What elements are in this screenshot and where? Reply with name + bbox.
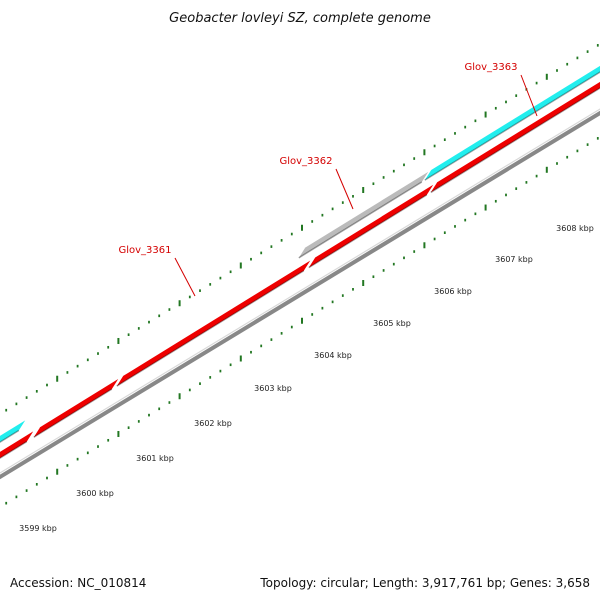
gene-block-red-2-shade	[33, 388, 113, 438]
kbp-label: 3607 kbp	[495, 255, 533, 264]
kbp-label: 3604 kbp	[314, 351, 352, 360]
kbp-label: 3603 kbp	[254, 384, 292, 393]
backbone-line	[0, 110, 600, 480]
gene-block-red-1	[0, 431, 34, 459]
gene-labels: Glov_3361 Glov_3362 Glov_3363	[118, 62, 517, 256]
gene-block-red-3	[116, 260, 311, 387]
leader-line	[174, 257, 196, 297]
gene-label-leaders	[174, 74, 538, 297]
kbp-label: 3601 kbp	[136, 454, 174, 463]
kbp-label: 3602 kbp	[194, 419, 232, 428]
map-title: Geobacter lovleyi SZ, complete genome	[169, 11, 431, 26]
gene-block-grey-1-shade	[298, 181, 423, 259]
gene-block-cyan-1-shade	[0, 429, 20, 443]
leader-line	[335, 168, 354, 210]
kbp-label: 3608 kbp	[556, 224, 594, 233]
gene-block-cyan-2-shade	[424, 71, 600, 181]
gene-block-red-5-shade	[430, 87, 600, 194]
gene-block-red-1-shade	[0, 440, 28, 459]
genome-summary-text: Topology: circular; Length: 3,917,761 bp…	[260, 576, 590, 590]
gene-block-red-3-shade	[116, 270, 305, 387]
kbp-label: 3605 kbp	[373, 319, 411, 328]
gene-label: Glov_3362	[279, 156, 332, 167]
gene-block-cyan-2	[424, 65, 600, 181]
backbone-track	[0, 108, 600, 480]
kbp-label: 3599 kbp	[19, 524, 57, 533]
gene-block-red-2	[33, 379, 119, 438]
outer-tick-ring	[5, 44, 599, 412]
gene-block-red-5	[430, 81, 600, 193]
gene-label: Glov_3363	[464, 62, 517, 73]
gene-block-cyan-1	[0, 420, 26, 443]
backbone-highlight	[0, 108, 600, 474]
gene-block-red-4	[308, 184, 434, 268]
leader-line	[520, 74, 538, 117]
gene-label: Glov_3361	[118, 245, 171, 256]
kbp-label: 3606 kbp	[434, 287, 472, 296]
inner-tick-ring	[5, 137, 599, 505]
gene-block-grey-1	[298, 171, 429, 258]
accession-text: Accession: NC_010814	[10, 576, 147, 590]
gene-block-red-4-shade	[308, 194, 428, 269]
kbp-labels: 3599 kbp 3600 kbp 3601 kbp 3602 kbp 3603 kbp…	[19, 224, 594, 533]
kbp-label: 3600 kbp	[76, 489, 114, 498]
gene-track	[0, 65, 600, 459]
